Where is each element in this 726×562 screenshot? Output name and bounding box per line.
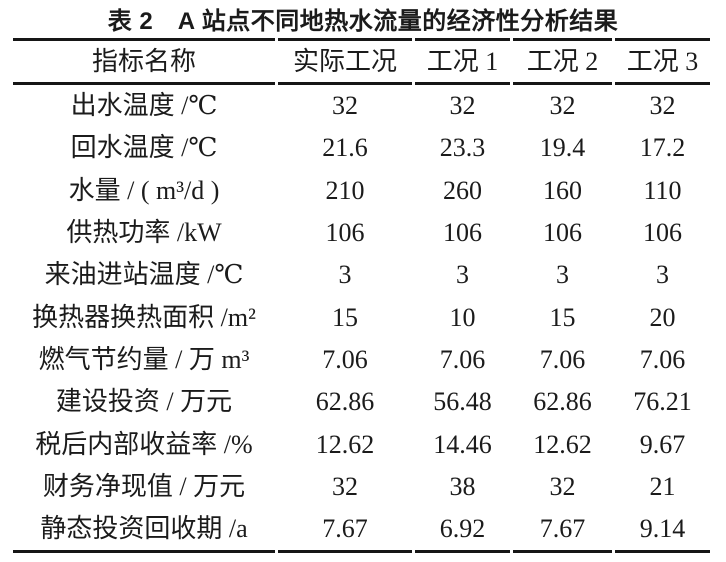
- table-row: 静态投资回收期 /a 7.67 6.92 7.67 9.14: [13, 508, 710, 554]
- row-label: 静态投资回收期 /a: [13, 508, 275, 554]
- row-label: 供热功率 /kW: [66, 218, 222, 248]
- cell-value: 62.86: [315, 387, 375, 417]
- cell-value: 15: [332, 302, 358, 332]
- cell-value: 17.2: [639, 133, 686, 163]
- cell-value: 7.06: [439, 344, 486, 374]
- table-row: 燃气节约量 / 万 m³ 7.06 7.06 7.06 7.06: [13, 339, 710, 381]
- cell-value: 6.92: [415, 508, 510, 554]
- cell-value: 106: [543, 218, 582, 248]
- cell-value: 12.62: [533, 429, 592, 459]
- row-label: 来油进站温度 /℃: [44, 260, 244, 290]
- table-row: 财务净现值 / 万元 32 38 32 21: [13, 466, 710, 508]
- cell-value: 160: [543, 175, 582, 205]
- row-label: 建设投资 / 万元: [55, 387, 233, 417]
- economics-table: 指标名称 实际工况 工况 1 工况 2 工况 3 出水温度 /℃ 32 32 32 32…: [13, 38, 710, 554]
- cell-value: 21: [649, 471, 676, 501]
- cell-value: 3: [456, 260, 469, 290]
- table-row: 换热器换热面积 /m² 15 10 15 20: [13, 296, 710, 338]
- cell-value: 32: [332, 91, 358, 121]
- cell-value: 7.06: [639, 344, 686, 374]
- row-label: 出水温度 /℃: [70, 91, 218, 121]
- column-header-indicator: 指标名称: [13, 38, 275, 85]
- cell-value: 106: [643, 218, 682, 248]
- cell-value: 12.62: [315, 429, 375, 459]
- cell-value: 7.67: [513, 508, 612, 554]
- cell-value: 14.46: [433, 429, 492, 459]
- table-row: 建设投资 / 万元 62.86 56.48 62.86 76.21: [13, 381, 710, 423]
- row-label: 水量 / ( m³/d ): [68, 175, 220, 205]
- row-label: 换热器换热面积 /m²: [32, 302, 256, 332]
- cell-value: 56.48: [433, 387, 492, 417]
- table-row: 回水温度 /℃ 21.6 23.3 19.4 17.2: [13, 127, 710, 169]
- table-row: 来油进站温度 /℃ 3 3 3 3: [13, 254, 710, 296]
- column-header-condition-1: 工况 1: [415, 38, 510, 85]
- cell-value: 38: [449, 471, 476, 501]
- cell-value: 7.06: [322, 344, 368, 374]
- cell-value: 32: [332, 471, 358, 501]
- table-row: 水量 / ( m³/d ) 210 260 160 110: [13, 170, 710, 212]
- row-label: 税后内部收益率 /%: [35, 429, 253, 459]
- cell-value: 32: [549, 91, 576, 121]
- table-caption: 表 2 A 站点不同地热水流量的经济性分析结果: [107, 8, 619, 35]
- cell-value: 76.21: [633, 387, 692, 417]
- table-header-row: 指标名称 实际工况 工况 1 工况 2 工况 3: [13, 38, 710, 85]
- cell-value: 19.4: [539, 133, 586, 163]
- cell-value: 3: [656, 260, 669, 290]
- row-label: 财务净现值 / 万元: [42, 471, 246, 501]
- table-body: 出水温度 /℃ 32 32 32 32 回水温度 /℃ 21.6 23.3 19.4 17.2 水量…: [13, 85, 710, 554]
- cell-value: 32: [549, 471, 576, 501]
- column-header-condition-3: 工况 3: [615, 38, 710, 85]
- cell-value: 3: [556, 260, 569, 290]
- cell-value: 15: [549, 302, 576, 332]
- cell-value: 9.14: [615, 508, 710, 554]
- table-row: 供热功率 /kW 106 106 106 106: [13, 212, 710, 254]
- cell-value: 10: [449, 302, 476, 332]
- table-row: 税后内部收益率 /% 12.62 14.46 12.62 9.67: [13, 423, 710, 465]
- row-label: 回水温度 /℃: [70, 133, 218, 163]
- cell-value: 23.3: [439, 133, 486, 163]
- cell-value: 3: [338, 260, 352, 290]
- cell-value: 32: [449, 91, 476, 121]
- cell-value: 106: [325, 218, 365, 248]
- column-header-actual-condition: 实际工况: [278, 38, 412, 85]
- column-header-condition-2: 工况 2: [513, 38, 612, 85]
- cell-value: 110: [643, 175, 682, 205]
- table-row: 出水温度 /℃ 32 32 32 32: [13, 85, 710, 127]
- cell-value: 7.67: [278, 508, 412, 554]
- cell-value: 9.67: [639, 429, 686, 459]
- cell-value: 62.86: [533, 387, 592, 417]
- row-label: 燃气节约量 / 万 m³: [38, 344, 250, 374]
- cell-value: 32: [649, 91, 676, 121]
- cell-value: 210: [325, 175, 365, 205]
- cell-value: 20: [649, 302, 676, 332]
- cell-value: 106: [443, 218, 482, 248]
- cell-value: 7.06: [539, 344, 586, 374]
- cell-value: 21.6: [322, 133, 368, 163]
- cell-value: 260: [443, 175, 482, 205]
